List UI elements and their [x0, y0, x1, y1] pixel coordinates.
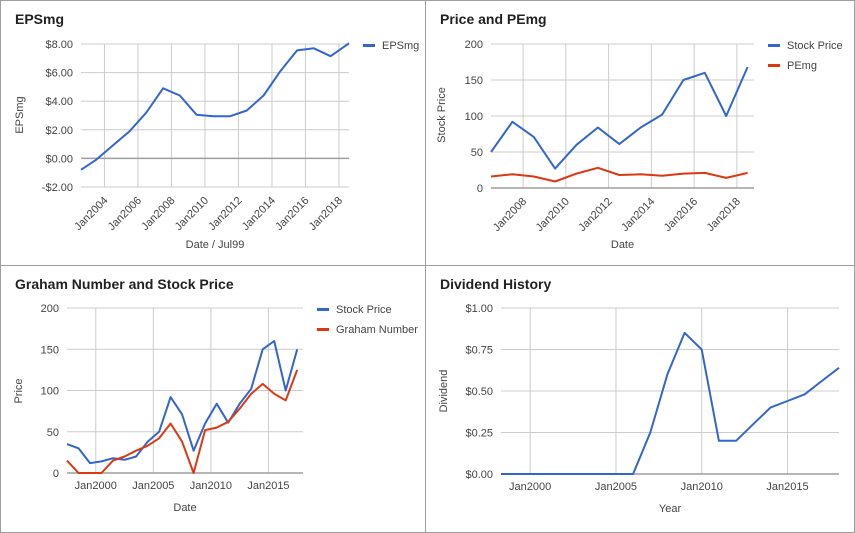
y-tick-label: $1.00	[465, 303, 493, 315]
y-tick-label: $0.00	[45, 153, 73, 165]
x-tick-label: Jan2010	[681, 481, 723, 493]
x-tick-label: Jan2010	[190, 480, 232, 492]
x-tick-label: Jan2012	[206, 195, 244, 233]
x-tick-label: Jan2008	[139, 195, 177, 233]
y-tick-label: $0.00	[465, 469, 493, 481]
legend-label-graham-number: Graham Number	[336, 324, 418, 336]
x-tick-label: Jan2014	[619, 196, 657, 234]
dividend-series-line	[501, 331, 840, 475]
x-tick-label: Jan2015	[766, 481, 808, 493]
y-tick-label: 100	[41, 386, 59, 398]
dividend-chart-panel: Dividend History $0.00 $0.25 $0.50 $0.75 $1.…	[425, 265, 855, 533]
y-axis-label: Price	[13, 378, 25, 403]
y-tick-label: 100	[465, 111, 483, 123]
price-pe-chart-title: Price and PEmg	[440, 11, 547, 27]
legend-swatch-graham-number	[317, 328, 329, 331]
y-tick-label: 50	[471, 147, 483, 159]
y-tick-label: $4.00	[45, 96, 73, 108]
x-tick-label: Jan2012	[576, 196, 614, 234]
x-tick-label: Jan2005	[132, 480, 174, 492]
x-tick-label: Jan2000	[75, 480, 117, 492]
x-axis-label: Date / Jul99	[186, 239, 245, 251]
legend-label-epsmg: EPSmg	[382, 40, 419, 52]
dividend-chart: $0.00 $0.25 $0.50 $0.75 $1.00 Jan2000 Jan2005 J…	[438, 303, 840, 515]
y-tick-label: 200	[465, 39, 483, 51]
x-axis-label: Date	[173, 502, 196, 514]
price-pe-chart: 0 50 100 150 200 Jan2008 Jan2010 Jan2012 Jan2014…	[436, 39, 843, 251]
x-tick-label: Jan2016	[273, 195, 311, 233]
y-tick-label: $0.75	[465, 345, 493, 357]
y-tick-label: 150	[465, 75, 483, 87]
y-tick-label: $6.00	[45, 68, 73, 80]
legend-swatch-stock-price	[317, 308, 329, 311]
x-tick-label: Jan2016	[662, 196, 700, 234]
y-tick-label: 200	[41, 303, 59, 315]
y-tick-label: 0	[53, 468, 59, 480]
legend-swatch-epsmg	[363, 44, 375, 47]
y-tick-label: $0.25	[465, 428, 493, 440]
x-tick-label: Jan2010	[534, 196, 572, 234]
x-tick-label: Jan2014	[240, 195, 278, 233]
graham-number-series-line	[66, 369, 299, 474]
legend-label-pemg: PEmg	[787, 60, 817, 72]
y-tick-label: 150	[41, 344, 59, 356]
x-tick-label: Jan2000	[509, 481, 551, 493]
pemg-series-line	[490, 166, 748, 183]
stock-price-series-line	[490, 66, 749, 170]
x-tick-label: Jan2018	[307, 195, 345, 233]
graham-chart-panel: Graham Number and Stock Price 0 50 100 150 2…	[0, 265, 426, 533]
x-tick-label: Jan2018	[705, 196, 743, 234]
eps-chart-panel: EPSmg -$2.00 $0.00 $2.00 $4.00 $6.00 $8.00 Jan…	[0, 0, 426, 266]
x-axis-label: Year	[659, 503, 682, 515]
stock-price-series-line	[66, 340, 299, 465]
graham-chart: 0 50 100 150 200 Jan2000 Jan2005 Jan2010 Jan2015…	[13, 303, 418, 514]
y-tick-label: -$2.00	[42, 182, 73, 194]
x-tick-label: Jan2006	[106, 195, 144, 233]
eps-chart-title: EPSmg	[15, 11, 65, 27]
dividend-chart-title: Dividend History	[440, 276, 552, 292]
y-tick-label: $0.50	[465, 386, 493, 398]
x-tick-label: Jan2008	[491, 196, 529, 234]
eps-chart: -$2.00$0.00$2.00$4.00$6.00$8.00Jan2004Ja…	[14, 39, 419, 251]
y-tick-label: 0	[477, 183, 483, 195]
legend-swatch-stock-price	[768, 44, 780, 47]
epsmg-series-line	[80, 42, 350, 171]
x-tick-label: Jan2010	[173, 195, 211, 233]
price-pe-chart-panel: Price and PEmg 0 50 100 150 200 Jan2008 Jan201…	[425, 0, 855, 266]
x-tick-label: Jan2004	[72, 195, 110, 233]
y-axis-label: Stock Price	[436, 87, 448, 143]
y-tick-label: $2.00	[45, 125, 73, 137]
legend-label-stock-price: Stock Price	[336, 304, 392, 316]
y-axis-label: EPSmg	[14, 96, 26, 133]
graham-chart-title: Graham Number and Stock Price	[15, 276, 234, 292]
y-tick-label: 50	[47, 427, 59, 439]
legend-swatch-pemg	[768, 64, 780, 67]
y-axis-label: Dividend	[438, 370, 450, 413]
x-tick-label: Jan2005	[595, 481, 637, 493]
x-axis-label: Date	[611, 239, 634, 251]
y-tick-label: $8.00	[45, 39, 73, 51]
legend-label-stock-price: Stock Price	[787, 40, 843, 52]
x-tick-label: Jan2015	[247, 480, 289, 492]
